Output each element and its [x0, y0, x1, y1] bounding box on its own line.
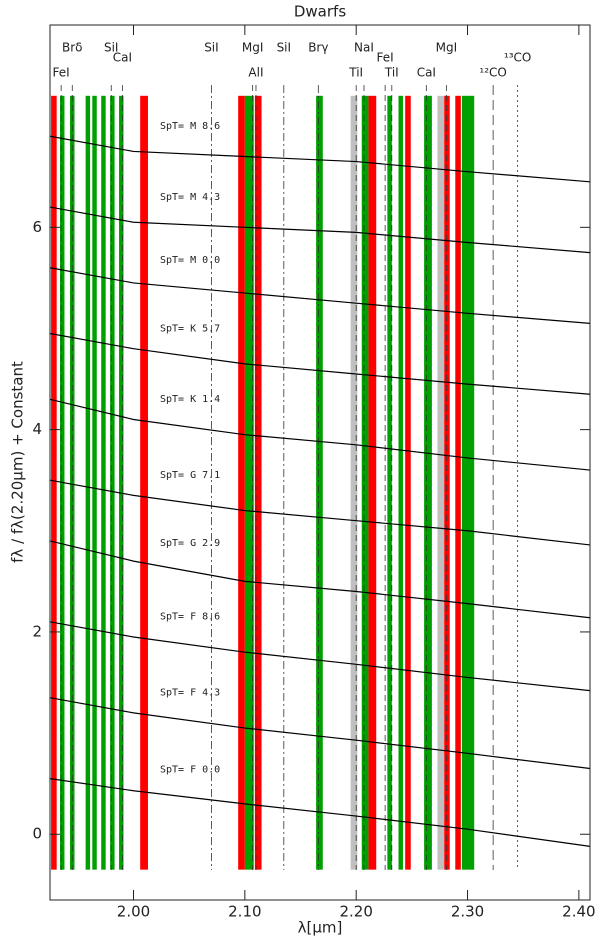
y-tick-label: 2 [32, 622, 42, 640]
spectrum-label: SpT= K 5.7 [160, 323, 220, 334]
spectrum-label: SpT= M 4.3 [160, 192, 220, 203]
spectrum [49, 621, 591, 692]
spectrum [49, 778, 591, 847]
spectral-band [51, 95, 57, 870]
spectrum [49, 398, 591, 471]
feature-label: CaI [113, 51, 132, 65]
spectral-band [405, 95, 411, 870]
spectrum [49, 206, 591, 254]
spectral-band [444, 95, 450, 870]
spectrum [49, 479, 591, 546]
y-tick-label: 4 [32, 420, 42, 438]
feature-label: MgI [242, 41, 264, 55]
feature-label: MgI [436, 41, 458, 55]
spectral-band [398, 95, 403, 870]
spectrum [49, 540, 591, 619]
spectral-band [437, 95, 445, 870]
feature-label: CaI [417, 66, 436, 80]
feature-label: FeI [377, 51, 394, 65]
spectral-band [455, 95, 461, 870]
spectral-band [361, 95, 369, 870]
x-tick-label: 2.10 [228, 903, 261, 921]
spectrum-label: SpT= G 7.1 [160, 470, 220, 481]
y-axis-label: fλ / fλ(2.20μm) + Constant [9, 361, 27, 563]
spectrum-label: SpT= F 4.3 [160, 687, 220, 698]
x-tick-label: 2.40 [562, 903, 595, 921]
spectral-band [387, 95, 392, 870]
spectrum-label: SpT= M 8.6 [160, 121, 220, 132]
spectral-band [350, 95, 358, 870]
feature-label: TiI [384, 66, 399, 80]
spectral-band [238, 95, 245, 870]
spectrum [49, 135, 591, 183]
spectral-band [424, 95, 432, 870]
spectral-band [92, 95, 97, 870]
spectral-band [101, 95, 106, 870]
spectral-band [254, 95, 262, 870]
feature-label: ¹³CO [504, 51, 531, 65]
feature-label: SiI [104, 41, 119, 55]
spectral-band [368, 95, 377, 870]
plot-frame [49, 24, 591, 901]
spectral-band [140, 95, 148, 870]
x-axis-label: λ[μm] [298, 919, 343, 937]
feature-label: AlI [248, 66, 263, 80]
y-tick-label: 6 [32, 218, 42, 236]
spectrum-label: SpT= M 0.0 [160, 255, 220, 266]
feature-label: SiI [204, 41, 219, 55]
spectral-band [244, 95, 254, 870]
feature-label: FeI [53, 66, 70, 80]
feature-label: TiI [348, 66, 363, 80]
x-tick-label: 2.00 [117, 903, 150, 921]
spectral-band [316, 95, 323, 870]
spectral-band [461, 95, 475, 870]
spectral-band [110, 95, 115, 870]
spectrum-label: SpT= G 2.9 [160, 538, 220, 549]
feature-label: Brδ [62, 41, 83, 55]
spectral-band [70, 95, 75, 870]
chart-title: Dwarfs [294, 3, 346, 21]
feature-label: ¹²CO [479, 66, 506, 80]
x-tick-label: 2.30 [451, 903, 484, 921]
feature-label: SiI [277, 41, 292, 55]
spectrum-label: SpT= F 8.6 [160, 612, 220, 623]
y-tick-label: 0 [32, 825, 42, 843]
spectral-band [85, 95, 91, 870]
feature-label: NaI [354, 41, 374, 55]
spectrum [49, 267, 591, 325]
spectrum-label: SpT= K 1.4 [160, 394, 220, 405]
spectrum [49, 332, 591, 395]
spectrum-label: SpT= F 0.0 [160, 764, 220, 775]
spectral-band [119, 95, 124, 870]
x-tick-label: 2.20 [339, 903, 372, 921]
feature-label: Brγ [308, 41, 328, 55]
spectrum [49, 697, 591, 770]
